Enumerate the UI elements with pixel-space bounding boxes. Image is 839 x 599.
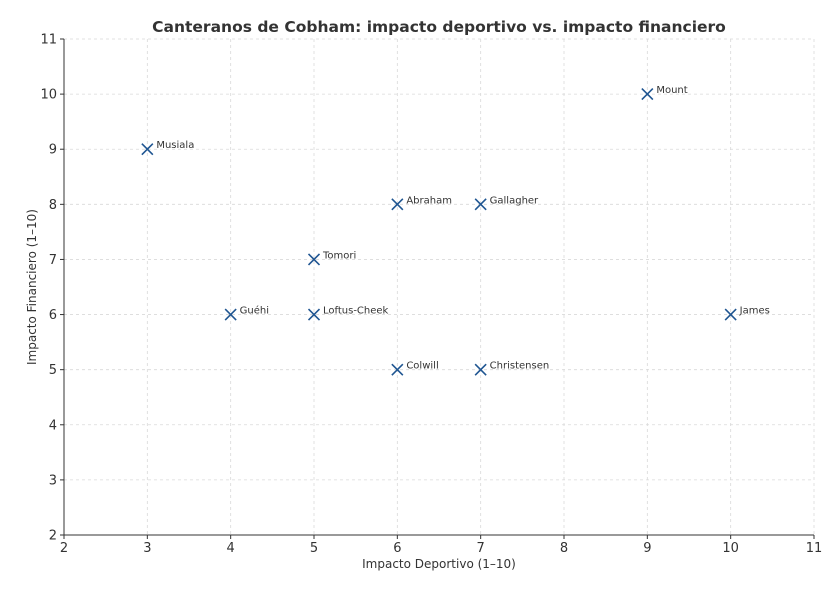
x-tick-label: 9	[643, 541, 651, 556]
x-marker-stroke	[391, 363, 404, 376]
y-tick-label: 4	[49, 418, 57, 433]
data-point: Gallagher	[474, 195, 539, 211]
data-point: Loftus-Cheek	[307, 306, 389, 321]
x-marker-stroke	[391, 198, 404, 211]
chart-title: Canteranos de Cobham: impacto deportivo …	[152, 18, 726, 36]
data-point: Mount	[641, 85, 688, 101]
x-marker-stroke	[141, 143, 154, 156]
point-label: Colwill	[406, 361, 438, 372]
axes	[63, 39, 814, 536]
data-point: Guéhi	[224, 305, 269, 321]
data-point: Abraham	[391, 195, 452, 211]
y-tick-label: 8	[49, 198, 57, 213]
data-point: Colwill	[391, 361, 439, 376]
y-tick-label: 7	[49, 253, 57, 268]
x-tick-label: 10	[722, 541, 739, 556]
y-tick-label: 5	[49, 363, 57, 378]
x-tick-label: 5	[310, 541, 318, 556]
x-tick-label: 8	[560, 541, 568, 556]
data-point: Tomori	[307, 250, 356, 266]
data-point: Musiala	[141, 140, 194, 156]
x-axis-label: Impacto Deportivo (1–10)	[362, 557, 516, 571]
x-marker-stroke	[474, 363, 487, 376]
data-point: Christensen	[474, 361, 550, 376]
point-label: Loftus-Cheek	[323, 306, 389, 317]
point-label: Musiala	[156, 140, 194, 151]
point-label: James	[739, 306, 770, 317]
x-tick-label: 11	[806, 541, 823, 556]
x-tick-label: 7	[477, 541, 485, 556]
y-tick-label: 2	[49, 529, 57, 544]
data-point: James	[724, 306, 770, 321]
point-label: Guéhi	[240, 305, 269, 317]
data-points: Musiala Guéhi Tomori Loftus-Cheek Abraham Col…	[141, 85, 770, 376]
y-tick-label: 6	[49, 308, 57, 323]
tick-labels: 2 3 4 5 6 7 8 9 10 11 2 3 4 5 6 7 8 9 10 11	[40, 33, 822, 557]
x-marker-stroke	[474, 198, 487, 211]
x-marker-stroke	[307, 253, 321, 266]
y-tick-label: 3	[49, 473, 57, 488]
x-marker-stroke	[224, 308, 237, 321]
y-axis-label: Impacto Financiero (1–10)	[25, 209, 39, 365]
point-label: Abraham	[406, 195, 452, 206]
x-marker-stroke	[307, 308, 321, 321]
point-label: Mount	[656, 85, 687, 96]
point-label: Tomori	[322, 250, 356, 261]
x-tick-label: 2	[60, 541, 68, 556]
grid-lines	[64, 38, 815, 535]
x-tick-label: 6	[393, 541, 401, 556]
y-tick-label: 9	[49, 143, 57, 158]
x-marker-stroke	[641, 88, 654, 101]
point-label: Christensen	[490, 361, 550, 372]
point-label: Gallagher	[490, 195, 539, 206]
x-tick-label: 4	[227, 541, 235, 556]
y-tick-label: 11	[40, 33, 57, 48]
y-tick-label: 10	[40, 88, 57, 103]
x-marker-stroke	[724, 308, 737, 321]
x-tick-label: 3	[143, 541, 151, 556]
